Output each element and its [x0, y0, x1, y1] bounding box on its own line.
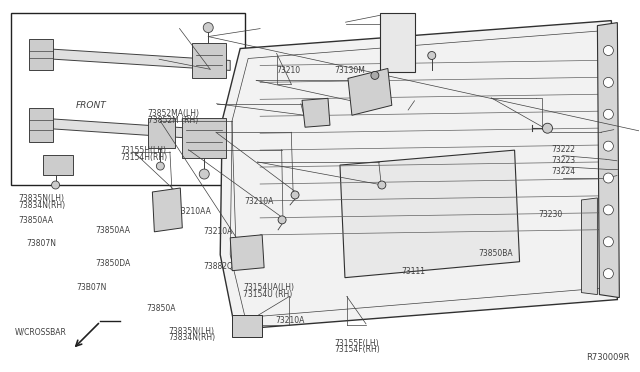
Circle shape: [604, 141, 613, 151]
Circle shape: [543, 123, 552, 133]
Text: 73155F(LH): 73155F(LH): [334, 339, 379, 348]
Text: 73834N(RH): 73834N(RH): [168, 333, 215, 343]
Text: 73154UA(LH): 73154UA(LH): [243, 283, 294, 292]
Polygon shape: [232, 314, 262, 337]
Text: FRONT: FRONT: [76, 101, 107, 110]
Text: 73882Q: 73882Q: [204, 262, 234, 271]
Text: 73154F(RH): 73154F(RH): [334, 345, 380, 354]
Polygon shape: [29, 39, 52, 70]
Polygon shape: [348, 68, 392, 115]
Text: 73210AA: 73210AA: [176, 208, 211, 217]
Circle shape: [156, 162, 164, 170]
Text: 73210A: 73210A: [204, 227, 233, 236]
Text: 73850AA: 73850AA: [95, 226, 130, 235]
Polygon shape: [230, 235, 264, 271]
Circle shape: [604, 77, 613, 87]
Text: 73222: 73222: [551, 145, 575, 154]
Text: 73B07N: 73B07N: [76, 283, 106, 292]
Text: 73850A: 73850A: [147, 304, 176, 313]
Polygon shape: [302, 98, 330, 127]
Circle shape: [604, 173, 613, 183]
Polygon shape: [182, 118, 226, 158]
Polygon shape: [43, 118, 220, 140]
Text: 73850DA: 73850DA: [95, 259, 131, 267]
Text: 73130M: 73130M: [334, 66, 365, 75]
Text: 73835N(LH): 73835N(LH): [19, 195, 65, 203]
Circle shape: [371, 71, 379, 79]
Circle shape: [204, 23, 213, 33]
Polygon shape: [220, 20, 618, 330]
Text: 73223: 73223: [551, 156, 575, 165]
Circle shape: [428, 51, 436, 60]
Text: 73835N(LH): 73835N(LH): [168, 327, 214, 336]
Polygon shape: [29, 108, 52, 142]
Text: 73224: 73224: [551, 167, 575, 176]
Text: W/CROSSBAR: W/CROSSBAR: [15, 328, 67, 337]
Text: 73230: 73230: [538, 211, 563, 219]
Polygon shape: [152, 188, 182, 232]
Text: 73852MA(LH): 73852MA(LH): [148, 109, 200, 118]
Circle shape: [378, 181, 386, 189]
Text: 73210: 73210: [276, 66, 301, 75]
Circle shape: [604, 269, 613, 279]
Text: 73850BA: 73850BA: [478, 249, 513, 258]
Text: 73834N(RH): 73834N(RH): [19, 201, 66, 210]
Polygon shape: [43, 48, 230, 70]
Text: R730009R: R730009R: [586, 353, 629, 362]
Text: 73111: 73111: [402, 267, 426, 276]
Text: 73210A: 73210A: [275, 316, 305, 325]
Circle shape: [291, 191, 299, 199]
Polygon shape: [192, 42, 226, 78]
Text: 73850AA: 73850AA: [19, 216, 54, 225]
Circle shape: [52, 181, 60, 189]
Circle shape: [604, 237, 613, 247]
Polygon shape: [380, 13, 415, 73]
Text: 73155H(LH): 73155H(LH): [121, 146, 167, 155]
Text: 73852M (RH): 73852M (RH): [148, 116, 198, 125]
Circle shape: [604, 45, 613, 55]
Circle shape: [199, 169, 209, 179]
Text: 73210A: 73210A: [244, 198, 274, 206]
Text: 73154U (RH): 73154U (RH): [243, 290, 292, 299]
Text: 73154H(RH): 73154H(RH): [121, 153, 168, 161]
Polygon shape: [43, 155, 72, 175]
Circle shape: [604, 109, 613, 119]
Bar: [11, 13, 245, 185]
Polygon shape: [340, 150, 520, 278]
Text: 73807N: 73807N: [26, 239, 56, 248]
Polygon shape: [148, 118, 175, 148]
Polygon shape: [597, 23, 620, 298]
Polygon shape: [581, 198, 597, 295]
Circle shape: [278, 216, 286, 224]
Circle shape: [604, 205, 613, 215]
